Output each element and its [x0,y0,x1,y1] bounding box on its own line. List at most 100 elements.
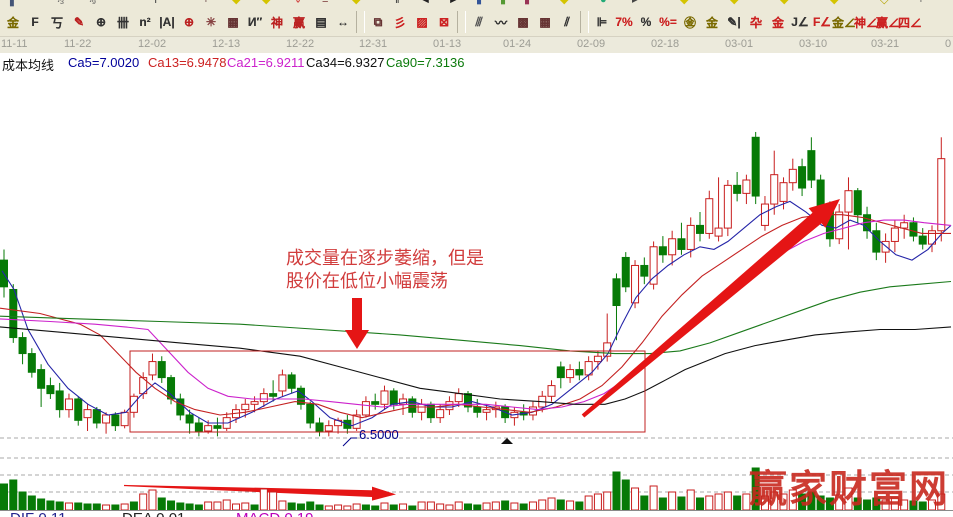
clipped-toolbar-icon[interactable]: ʲ₉ [90,0,97,6]
consolidation-box[interactable] [129,350,646,433]
grid-arrow-tool-icon[interactable]: ▦ [539,15,551,29]
date-tick-label: 12-13 [212,38,241,50]
gold-angle-tool-icon[interactable]: 金∠ [832,15,857,30]
clipped-toolbar-icon[interactable]: ▮ [524,0,531,6]
shaded-box-tool-icon[interactable]: ▨ [416,15,428,29]
si-angle-tool-icon[interactable]: 四∠ [898,15,923,30]
gold-price-tool-icon[interactable]: 金 [771,15,784,30]
clipped-toolbar-icon[interactable]: ▸ [632,0,638,6]
clipped-toolbar-icon[interactable]: ◆ [680,0,689,6]
date-tick-label: 03-10 [799,38,828,50]
annotation-down-arrow-head[interactable] [345,330,369,349]
j-angle-tool-icon[interactable]: J∠ [791,15,809,29]
cycle-star-tool-icon[interactable]: ✳ [205,15,217,29]
candlestick-series [0,131,946,437]
shen-gann-tool-icon[interactable]: 神 [270,15,283,30]
ma-line-Ca5 [1,200,952,427]
clipped-toolbar-icon[interactable]: ▐ [6,0,14,6]
clipped-toolbar-icon[interactable]: ʲ₃ [58,0,65,6]
clipped-toolbar-icon[interactable]: ◆ [730,0,739,6]
clipped-toolbar-icon[interactable]: ∿ [292,0,302,6]
zigzag-tool-icon[interactable]: 〰 [494,15,507,30]
volume-trend-arrow[interactable] [124,484,396,501]
clipped-toolbar-icon[interactable]: ◄ [420,0,431,6]
brush-tool-icon[interactable]: ✎ [73,15,85,29]
gann-fence-tool-icon[interactable]: 卌 [116,15,129,30]
annotation-text-line[interactable]: 成交量在逐步萎缩，但是 [286,248,484,268]
clipped-toolbar-icon[interactable]: ╙ [26,0,34,6]
n-square-tool-icon[interactable]: n² [139,15,151,29]
price-scale-tool-icon[interactable]: ⊫ [596,15,608,29]
ma-value-label: Ca90=7.3136 [386,55,465,70]
date-tick-label: 11-11 [1,38,28,50]
spiral-tool-icon[interactable]: 丂 [50,15,63,30]
angle-line-tool-icon[interactable]: |A| [159,15,175,29]
date-axis: 11-11 11-22 12-02 12-13 12-22 12-31 01-13 01-24… [0,37,953,53]
clipped-toolbar-icon[interactable]: ◆ [560,0,569,6]
date-tick-label: 01-13 [433,38,462,50]
numbered-ruler-tool-icon[interactable]: ▤ [315,15,327,29]
clipped-toolbar-icon[interactable]: ◆ [232,0,241,6]
dense-grid-tool-icon[interactable]: ▩ [517,15,529,29]
circle-cycle-tool-icon[interactable]: ⊕ [95,15,107,29]
clipped-toolbar-icon[interactable]: ⌐ [920,0,927,6]
clipped-toolbar-icon[interactable]: ◆ [262,0,271,6]
indicator-title: 成本均线 [2,58,55,73]
clipped-toolbar-icon[interactable]: Y [152,0,160,6]
clipped-toolbar-icon[interactable]: ◆ [780,0,789,6]
ying-angle-tool-icon[interactable]: 赢∠ [876,15,901,30]
clipped-toolbar-icon[interactable]: ◆ [352,0,361,6]
date-tick-label: 02-09 [577,38,606,50]
red-gann-grid-tool-icon[interactable]: 卆 [749,15,762,30]
cycle-circle-tool-icon[interactable]: ⊕ [183,15,195,29]
clipped-toolbar-icon[interactable]: ╨ [122,0,130,6]
toolbar-separator [580,11,589,33]
brush-vertical-tool-icon[interactable]: ✎| [727,15,741,29]
site-watermark: 赢家财富网 [749,468,949,511]
gold-line-tool-icon[interactable]: 金 [705,15,718,30]
date-tick-label: 12-02 [138,38,167,50]
date-tick-label: 0 [945,38,952,50]
date-tick-label: 03-01 [725,38,754,50]
crossed-box-tool-icon[interactable]: ⊠ [438,15,450,29]
macd-indicator-row: DIF 0.11 DEA 0.01 MACD 0.19 [10,510,314,517]
clipped-toolbar-icon[interactable]: ● [600,0,607,6]
clipped-toolbar-icon[interactable]: ▮ [476,0,483,6]
ray-fan-tool-icon[interactable]: 彡 [393,15,406,30]
fan-lines-tool-icon[interactable]: ⫻ [475,14,483,29]
wave-mark-tool-icon[interactable]: И″ [247,15,263,29]
annotation-down-arrow-shaft[interactable] [352,298,362,330]
date-tick-label: 12-22 [286,38,315,50]
annotation-text-line[interactable]: 股价在低位小幅震荡 [286,271,448,291]
ma-line-Ca90 [0,280,952,355]
clipped-toolbar-icon[interactable]: ≡ [322,0,329,6]
clipped-toolbar-icon[interactable]: ◆ [830,0,839,6]
shen-angle-tool-icon[interactable]: 神∠ [854,15,879,30]
percent-retrace-tool-icon[interactable]: 7% [615,15,633,29]
parallel-lines-tool-icon[interactable]: ⫽ [564,14,570,29]
clipped-toolbar-icon[interactable]: ‖ [395,0,400,6]
gold-circle-tool-icon[interactable]: ㊎ [683,15,696,30]
percent-tool-icon[interactable]: % [640,15,652,29]
f-angle-tool-icon[interactable]: F∠ [812,15,832,29]
clipped-toolbar-icon[interactable]: ◇ [880,0,889,6]
fibonacci-zone-tool-icon[interactable]: F [31,15,39,29]
date-tick-label: 02-18 [651,38,680,50]
clipped-toolbar-icon[interactable]: ▮ [500,0,507,6]
measure-width-tool-icon[interactable]: ↔ [337,15,349,29]
clipped-toolbar-icon[interactable]: ⌐ [205,0,212,6]
drawing-toolbar: 金 F 丂 ✎ ⊕ 卌 n² |A| ⊕ ✳ ▦ И″ 神赢 ▤ ↔ ⧉ 彡 ▨ ⊠ ⫻ 〰 ▩ ▦ ⫽ ⊫ 7%% %= ㊎金 ✎| 卆… [0,8,953,37]
ying-gann-tool-icon[interactable]: 赢 [292,15,305,30]
clipped-toolbar-icon[interactable]: ► [448,0,459,6]
percent-lines-tool-icon[interactable]: %= [659,15,677,29]
indicator-row: 成本均线 Ca5=7.0020 Ca13=6.9478 Ca21=6.9211 Ca3… [0,53,953,73]
rect-frame-tool-icon[interactable]: ⧉ [373,14,383,29]
rally-trend-arrow[interactable] [581,199,840,418]
spider-web-tool-icon[interactable]: ▦ [227,15,239,29]
macd-value-label: DEA 0.01 [122,510,185,517]
ma-line-Ca13 [0,214,951,419]
gold-section-tool-icon[interactable]: 金 [6,15,19,30]
